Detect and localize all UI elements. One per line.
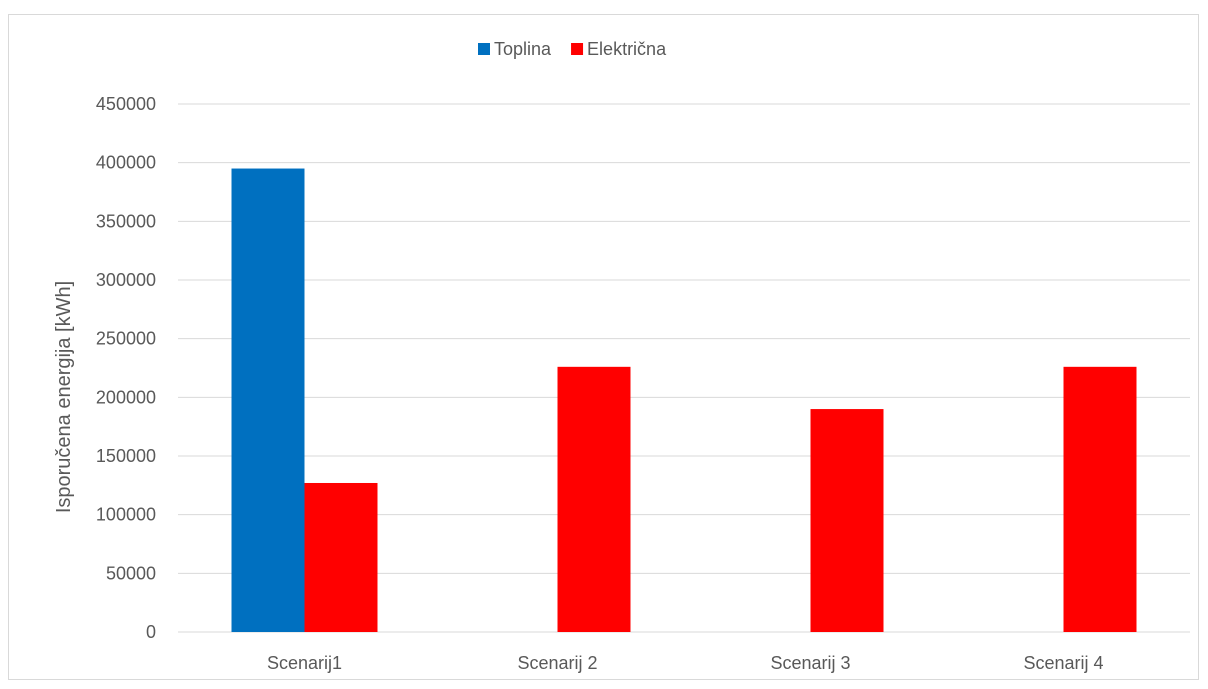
y-tick-label: 200000	[96, 387, 156, 407]
bar-toplina-1	[231, 168, 305, 633]
legend-swatch	[571, 43, 584, 55]
bar-elektri-na-4	[1063, 366, 1137, 632]
y-axis-title: Isporučena energija [kWh]	[53, 281, 75, 513]
bars	[231, 168, 1137, 633]
bar-elektri-na-2	[557, 366, 631, 632]
y-tick-label: 0	[146, 622, 156, 642]
y-tick-label: 450000	[96, 94, 156, 114]
bar-elektri-na-1	[304, 482, 378, 632]
x-tick-label: Scenarij1	[267, 653, 342, 673]
legend-label: Električna	[587, 39, 667, 59]
y-tick-labels: 0 50000 100000 150000 200000 250000 300000 3500…	[96, 94, 156, 642]
x-tick-label: Scenarij 3	[770, 653, 850, 673]
y-tick-label: 100000	[96, 505, 156, 525]
y-tick-label: 250000	[96, 329, 156, 349]
y-tick-label: 400000	[96, 153, 156, 173]
y-tick-label: 150000	[96, 446, 156, 466]
y-tick-label: 350000	[96, 211, 156, 231]
x-tick-label: Scenarij 4	[1023, 653, 1103, 673]
legend: Toplina Električna	[478, 39, 667, 59]
legend-label: Toplina	[494, 39, 552, 59]
legend-swatch	[478, 43, 490, 55]
bar-elektri-na-3	[810, 409, 884, 632]
y-tick-label: 300000	[96, 270, 156, 290]
y-tick-label: 50000	[106, 563, 156, 583]
x-tick-label: Scenarij 2	[517, 653, 597, 673]
x-tick-labels: Scenarij1 Scenarij 2 Scenarij 3 Scenarij 4	[267, 653, 1104, 673]
